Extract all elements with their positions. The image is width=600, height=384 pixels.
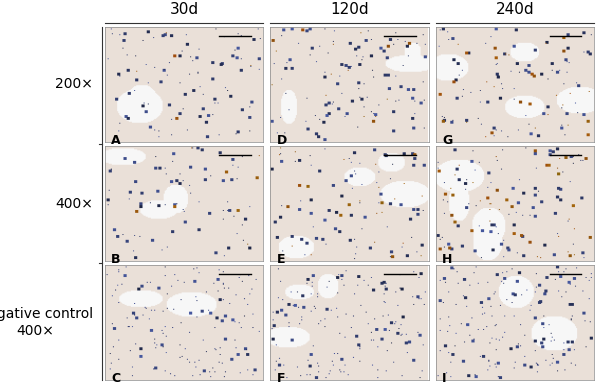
Text: 30d: 30d <box>170 2 199 17</box>
Text: 120d: 120d <box>330 2 369 17</box>
Text: H: H <box>442 253 452 266</box>
Text: C: C <box>112 372 121 384</box>
Text: F: F <box>277 372 285 384</box>
Text: B: B <box>112 253 121 266</box>
Text: E: E <box>277 253 285 266</box>
Text: G: G <box>442 134 452 147</box>
Text: Negative control
400×: Negative control 400× <box>0 308 93 338</box>
Text: 200×: 200× <box>55 78 93 91</box>
Text: 400×: 400× <box>55 197 93 210</box>
Text: D: D <box>277 134 287 147</box>
Text: I: I <box>442 372 446 384</box>
Text: A: A <box>112 134 121 147</box>
Text: 240d: 240d <box>496 2 534 17</box>
